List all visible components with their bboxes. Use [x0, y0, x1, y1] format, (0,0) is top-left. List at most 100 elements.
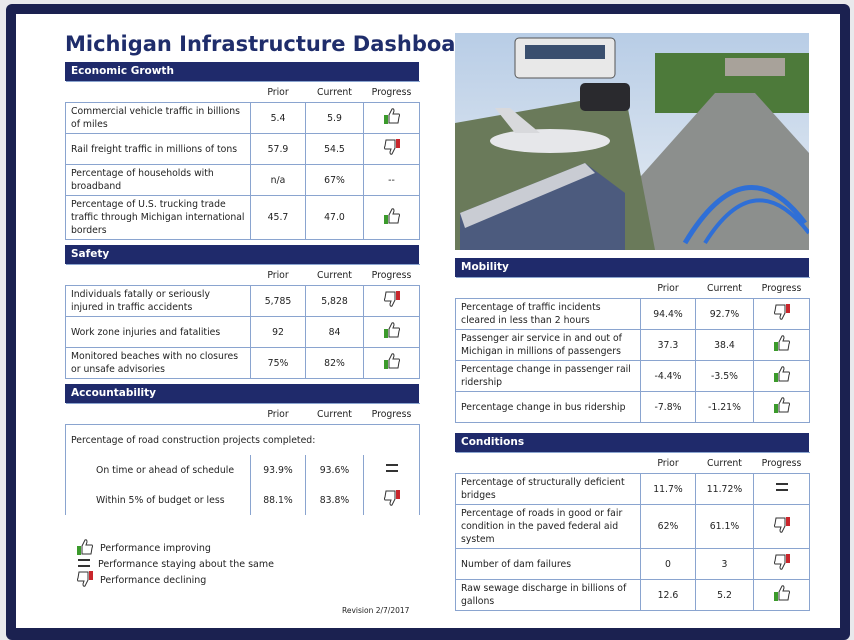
row: Individuals fatally or seriously injured… — [66, 286, 420, 317]
section-header: Accountability — [65, 384, 419, 403]
prior-value: 12.6 — [641, 580, 696, 611]
progress-icon — [754, 505, 810, 549]
row: Raw sewage discharge in billions of gall… — [456, 580, 810, 611]
row-label: Percentage of roads in good or fair cond… — [456, 505, 641, 549]
row-label: Commercial vehicle traffic in billions o… — [66, 103, 251, 134]
revision: Revision 2/7/2017 — [342, 606, 409, 615]
legend-item: Performance staying about the same — [76, 556, 274, 572]
progress-icon — [364, 485, 420, 515]
prior-value: 5.4 — [251, 103, 306, 134]
progress-icon — [754, 474, 810, 505]
row: Percentage change in bus ridership-7.8%-… — [456, 392, 810, 423]
column-header: Current — [306, 404, 364, 425]
column-header: Current — [306, 265, 364, 286]
column-header: Prior — [251, 404, 306, 425]
column-header: Progress — [364, 265, 420, 286]
prior-value: 75% — [251, 348, 306, 379]
current-value: 84 — [306, 317, 364, 348]
column-header: Prior — [641, 278, 696, 299]
progress-icon — [364, 103, 420, 134]
current-value: 93.6% — [306, 455, 364, 485]
prior-value: 92 — [251, 317, 306, 348]
current-value: 5.2 — [696, 580, 754, 611]
progress-icon — [364, 134, 420, 165]
row-label: Percentage of structurally deficient bri… — [456, 474, 641, 505]
legend-text: Performance declining — [100, 575, 206, 586]
current-value: 82% — [306, 348, 364, 379]
legend-item: Performance improving — [76, 540, 274, 556]
legend-item: Performance declining — [76, 572, 274, 588]
current-value: 83.8% — [306, 485, 364, 515]
row-label: Individuals fatally or seriously injured… — [66, 286, 251, 317]
column-header — [66, 82, 251, 103]
row: Monitored beaches with no closures or un… — [66, 348, 420, 379]
prior-value: 5,785 — [251, 286, 306, 317]
progress-icon — [364, 317, 420, 348]
row-label: Within 5% of budget or less — [66, 485, 251, 515]
column-header: Current — [696, 453, 754, 474]
column-header — [66, 404, 251, 425]
row: Percentage of road construction projects… — [66, 425, 420, 456]
row-label: Percentage change in passenger rail ride… — [456, 361, 641, 392]
progress-icon — [364, 348, 420, 379]
current-value: 67% — [306, 165, 364, 196]
title: Michigan Infrastructure Dashboard — [65, 32, 419, 56]
photo-collage — [455, 33, 809, 250]
prior-value: n/a — [251, 165, 306, 196]
row-label: Work zone injuries and fatalities — [66, 317, 251, 348]
section-header: Conditions — [455, 433, 809, 452]
progress-icon — [754, 580, 810, 611]
legend-text: Performance improving — [100, 543, 211, 554]
current-value: -3.5% — [696, 361, 754, 392]
prior-value: 88.1% — [251, 485, 306, 515]
current-value: 5.9 — [306, 103, 364, 134]
row: Rail freight traffic in millions of tons… — [66, 134, 420, 165]
progress-icon — [754, 299, 810, 330]
progress-icon — [364, 455, 420, 485]
row-label: Raw sewage discharge in billions of gall… — [456, 580, 641, 611]
row-label: Percentage of traffic incidents cleared … — [456, 299, 641, 330]
column-header: Progress — [754, 453, 810, 474]
left-column: Michigan Infrastructure Dashboard Econom… — [65, 32, 419, 520]
legend-icon — [76, 570, 94, 591]
row: Passenger air service in and out of Mich… — [456, 330, 810, 361]
section-header: Mobility — [455, 258, 809, 277]
column-header: Current — [696, 278, 754, 299]
column-header — [66, 265, 251, 286]
row: Percentage of traffic incidents cleared … — [456, 299, 810, 330]
row-label: Percentage of U.S. trucking trade traffi… — [66, 196, 251, 240]
prior-value: -4.4% — [641, 361, 696, 392]
current-value: 3 — [696, 549, 754, 580]
row: Percentage of structurally deficient bri… — [456, 474, 810, 505]
page: Michigan Infrastructure Dashboard Econom… — [0, 0, 854, 640]
progress-text: -- — [364, 165, 420, 196]
column-header — [456, 453, 641, 474]
prior-value: 11.7% — [641, 474, 696, 505]
row: Percentage of roads in good or fair cond… — [456, 505, 810, 549]
section-header: Safety — [65, 245, 419, 264]
current-value: 38.4 — [696, 330, 754, 361]
column-header: Prior — [251, 82, 306, 103]
column-header: Progress — [364, 82, 420, 103]
prior-value: 0 — [641, 549, 696, 580]
progress-icon — [364, 196, 420, 240]
column-header: Prior — [251, 265, 306, 286]
current-value: 92.7% — [696, 299, 754, 330]
row-label: Number of dam failures — [456, 549, 641, 580]
prior-value: -7.8% — [641, 392, 696, 423]
column-header: Progress — [364, 404, 420, 425]
prior-value: 93.9% — [251, 455, 306, 485]
row-label: Percentage change in bus ridership — [456, 392, 641, 423]
section: Economic GrowthPriorCurrentProgressComme… — [65, 62, 419, 240]
